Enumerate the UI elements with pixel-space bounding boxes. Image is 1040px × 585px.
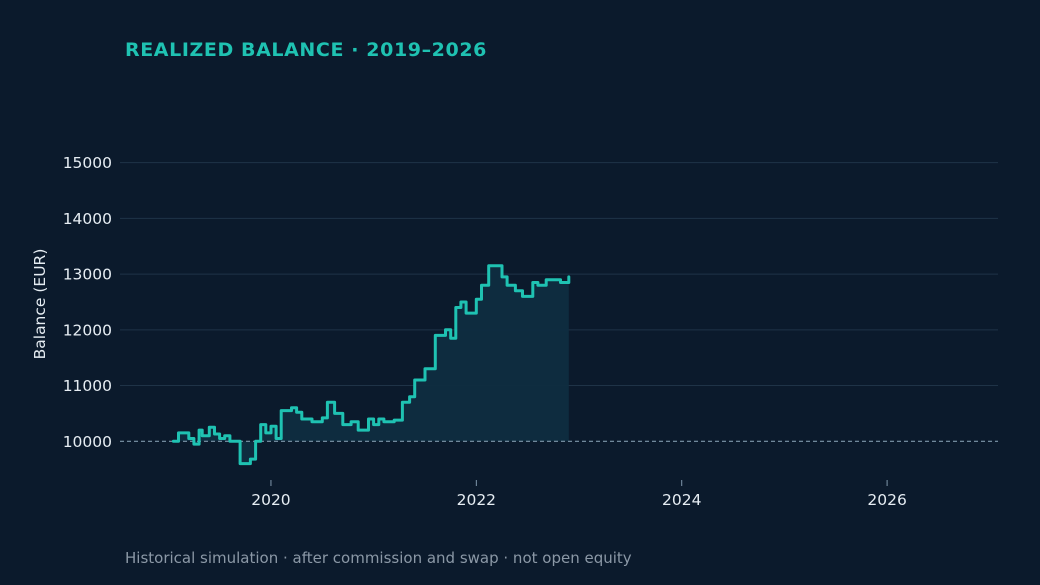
y-tick-label: 13000	[63, 266, 112, 284]
y-tick-label: 12000	[63, 321, 112, 339]
y-tick-label: 11000	[63, 377, 112, 395]
chart-title: REALIZED BALANCE · 2019–2026	[125, 39, 487, 61]
x-tick-label: 2026	[867, 491, 906, 509]
y-tick-label: 14000	[63, 210, 112, 228]
x-tick-label: 2024	[662, 491, 701, 509]
y-tick-label: 10000	[63, 433, 112, 451]
balance-line	[171, 264, 571, 466]
x-tick-label: 2020	[251, 491, 290, 509]
y-axis-label: Balance (EUR)	[31, 249, 49, 360]
y-tick-label: 15000	[63, 154, 112, 172]
chart-caption: Historical simulation · after commission…	[125, 549, 632, 567]
balance-area	[173, 265, 569, 464]
x-tick-label: 2022	[457, 491, 496, 509]
